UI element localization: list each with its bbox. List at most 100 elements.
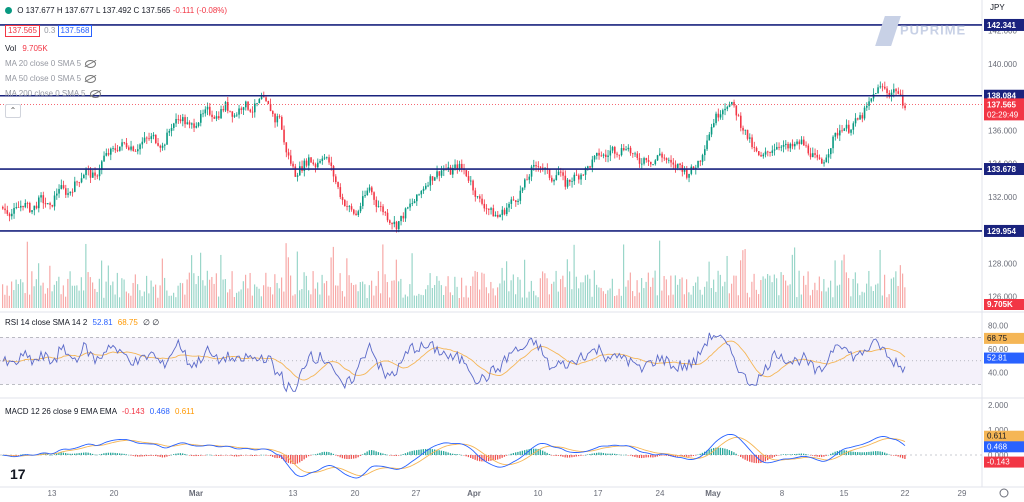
volume-bar [452,295,454,308]
candle-body [897,91,900,94]
volume-bar [31,271,33,308]
vol-label: Vol [5,44,17,53]
volume-bar [60,294,62,308]
ma200-legend[interactable]: MA 200 close 0 SMA 5 [5,89,101,98]
hidden-eye-icon[interactable] [89,89,101,98]
volume-bar [44,293,46,308]
ma50-legend[interactable]: MA 50 close 0 SMA 5 [5,74,97,83]
sell-button[interactable]: 137.565 [5,25,40,37]
candle-body [602,154,605,156]
collapse-legend-button[interactable]: ⌃ [5,104,21,118]
macd-histogram-bar [112,452,114,455]
candle-body [481,198,483,204]
candle-body [364,195,366,197]
volume-bar [404,294,406,308]
volume-legend: Vol 9.705K [5,44,48,53]
macd-histogram-bar [283,455,285,461]
volume-label-bg [984,299,1024,310]
candle-body [94,172,96,176]
volume-bar [735,275,737,308]
volume-bar [116,272,118,308]
volume-bar [686,279,688,308]
macd-histogram-bar [708,449,710,455]
candle-body [670,159,672,163]
macd-histogram-bar [355,455,357,459]
volume-bar [760,280,762,308]
volume-bar [888,294,890,308]
volume-bar [114,294,116,308]
candle-body [575,174,578,176]
candle-body [899,93,902,95]
macd-histogram-bar [110,452,112,455]
macd-histogram-bar [353,455,355,459]
volume-bar [755,289,757,308]
macd-histogram-bar [443,451,445,455]
macd-histogram-bar [402,454,404,455]
volume-bar [364,284,366,308]
macd-histogram-bar [418,449,420,455]
macd-histogram-bar [130,455,132,456]
volume-bar [672,294,674,308]
macd-histogram-bar [395,455,398,457]
volume-bar [312,271,314,308]
hidden-eye-icon[interactable] [85,74,97,83]
macd-histogram-bar [719,447,722,455]
candle-body [625,149,627,151]
macd-histogram-bar [319,452,321,455]
volume-bar [571,289,573,308]
candle-body [213,117,216,119]
volume-bar [326,280,328,308]
volume-bar [683,294,685,308]
macd-histogram-bar [17,455,20,456]
candle-body [605,154,607,157]
candle-body [877,87,879,94]
volume-bar [290,275,292,308]
candle-body [870,98,873,102]
candle-body [299,166,301,176]
candle-body [357,211,360,216]
candle-body [265,97,267,102]
volume-bar [413,295,415,308]
volume-bar [400,278,402,308]
volume-bar [555,270,557,308]
x-tick-label: 17 [594,489,603,498]
macd-histogram-bar [623,454,625,456]
volume-bar [803,275,805,308]
macd-histogram-bar [195,455,197,457]
macd-histogram-bar [209,454,211,456]
candle-body [56,193,58,196]
volume-bar [834,260,836,308]
macd-histogram-bar [76,453,78,455]
volume-bar [501,267,503,308]
macd-histogram-bar [389,455,391,456]
candle-body [515,200,517,202]
macd-histogram-bar [533,448,535,455]
candle-body [690,166,693,174]
macd-histogram-bar [238,455,240,457]
volume-bar [195,284,197,308]
macd-histogram-bar [645,455,647,458]
buy-button[interactable]: 137.568 [57,25,93,37]
candle-body [161,145,164,148]
macd-histogram-bar [821,455,823,458]
macd-histogram-bar [461,454,463,456]
volume-bar [767,274,769,308]
countdown-label: 02:29:49 [987,110,1019,119]
volume-bar [197,275,199,308]
candle-body [506,207,508,215]
macd-histogram-bar [400,454,402,456]
macd-histogram-bar [825,455,827,456]
hidden-eye-icon[interactable] [85,59,97,68]
volume-bar [440,285,442,308]
macd-histogram-bar [755,455,758,464]
macd-histogram-bar [553,455,555,456]
candle-body [65,188,67,195]
candle-body [800,139,803,145]
candle-body [503,209,506,215]
ma20-legend[interactable]: MA 20 close 0 SMA 5 [5,59,97,68]
candle-body [499,215,501,217]
volume-bar [623,244,625,308]
candle-body [31,210,33,213]
candle-body [152,134,155,137]
